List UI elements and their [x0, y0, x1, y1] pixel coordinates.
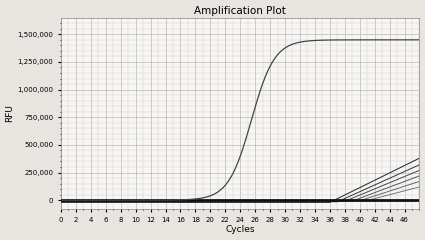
Y-axis label: RFU: RFU — [6, 104, 14, 122]
X-axis label: Cycles: Cycles — [225, 225, 255, 234]
Title: Amplification Plot: Amplification Plot — [194, 6, 286, 16]
